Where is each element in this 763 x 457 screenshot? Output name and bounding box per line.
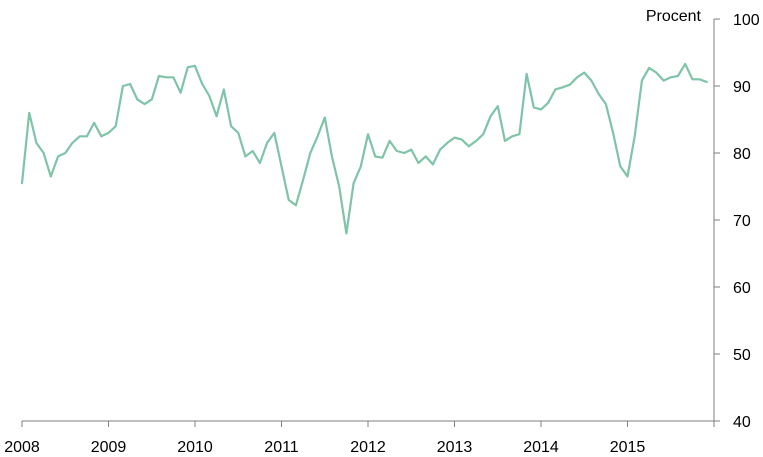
series-line-0: [20, 62, 708, 235]
x-tick-label: 2015: [610, 439, 646, 456]
x-axis: 2008 2009 2010 2011 2012 2013 2014 2015: [4, 420, 715, 456]
x-tick-label: 2013: [437, 439, 473, 456]
y-tick-label: 40: [733, 414, 751, 431]
x-tick-label: 2014: [523, 439, 559, 456]
y-tick-label: 80: [733, 146, 751, 163]
y-tick-label: 50: [733, 347, 751, 364]
x-tick-label: 2011: [264, 439, 299, 456]
y-tick-label: 100: [733, 12, 760, 29]
y-axis-unit-label: Procent: [646, 8, 702, 25]
series-group: [20, 62, 708, 235]
y-tick-label: 90: [733, 79, 751, 96]
x-tick-label: 2012: [350, 439, 386, 456]
x-tick-label: 2010: [177, 439, 213, 456]
y-tick-label: 70: [733, 213, 751, 230]
y-tick-label: 60: [733, 280, 751, 297]
y-axis: 40 50 60 70 80 90 100: [713, 12, 760, 431]
x-tick-label: 2008: [4, 439, 40, 456]
x-tick-label: 2009: [91, 439, 127, 456]
